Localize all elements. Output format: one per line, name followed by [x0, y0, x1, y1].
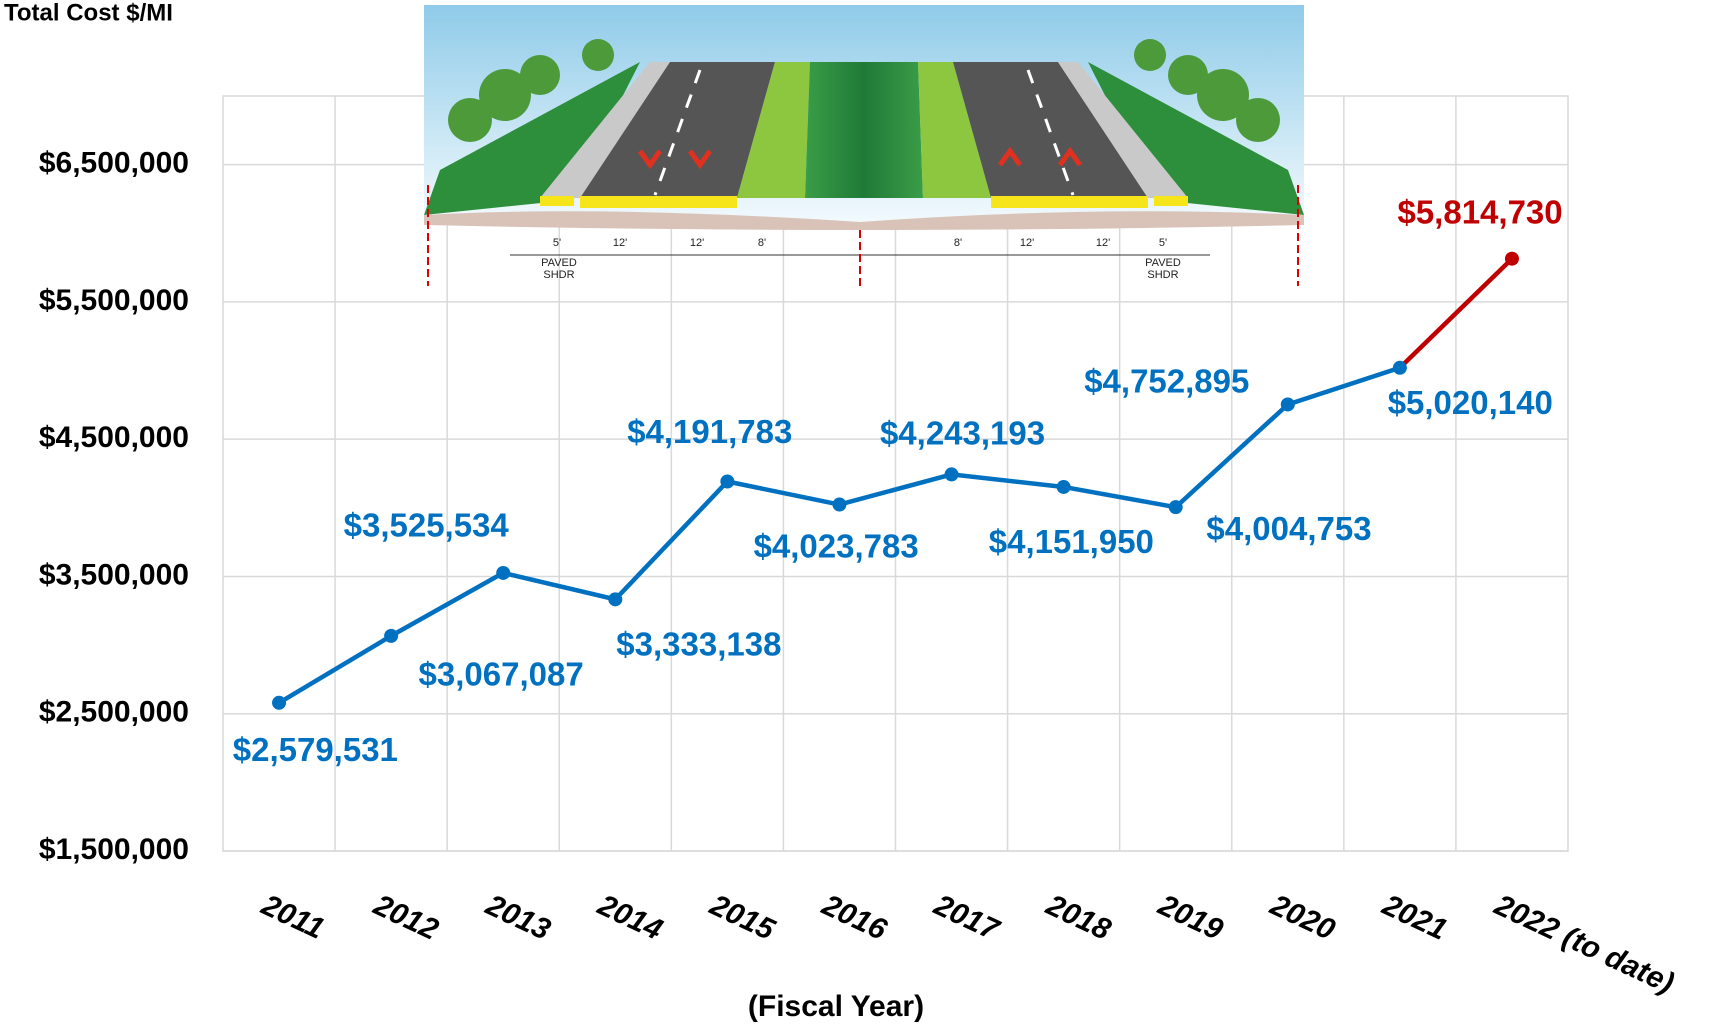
dimension-label: 5' [1159, 237, 1167, 249]
x-tick-label: 2014 [592, 888, 668, 947]
x-tick-label: 2022 (to date) [1489, 888, 1679, 1000]
dimension-label: 8' [954, 237, 962, 249]
x-tick-label: 2017 [928, 888, 1005, 947]
data-point [1280, 397, 1295, 412]
dimension-label: PAVED [541, 257, 577, 269]
y-tick-label: $2,500,000 [39, 696, 189, 729]
data-label: $4,151,950 [989, 523, 1154, 560]
data-label: $3,525,534 [344, 507, 510, 544]
data-label: $5,020,140 [1388, 384, 1553, 421]
pavement [991, 196, 1148, 208]
chart-title: Total Cost $/MI [4, 0, 173, 26]
x-tick-label: 2016 [816, 888, 892, 947]
data-point [1056, 479, 1071, 494]
x-tick-label: 2015 [704, 888, 781, 947]
dimension-label: 12' [1096, 237, 1110, 249]
x-tick-label: 2019 [1152, 888, 1228, 947]
x-tick-label: 2018 [1040, 888, 1116, 947]
paved-shoulder [1154, 196, 1188, 206]
data-point [944, 467, 959, 482]
lane-line [653, 69, 702, 196]
y-tick-label: $3,500,000 [39, 558, 189, 591]
median [805, 62, 923, 198]
right-strip [918, 62, 991, 198]
data-point [720, 474, 735, 489]
dimension-label: 12' [690, 237, 704, 249]
dimension-label: 12' [613, 237, 627, 249]
dimension-label: PAVED [1145, 257, 1181, 269]
y-tick-label: $6,500,000 [39, 147, 189, 180]
data-label: $4,023,783 [754, 527, 919, 564]
dimension-label: SHDR [1147, 269, 1178, 281]
data-point [608, 592, 623, 607]
road-illustration: 5' 12' 12' 8' 8' 12' 12' 5' PAVED SHDR P… [424, 5, 1304, 286]
lane-line [1026, 69, 1075, 196]
left-slope [424, 62, 640, 215]
y-tick-label: $4,500,000 [39, 421, 189, 454]
data-label: $3,333,138 [616, 625, 781, 662]
data-label: $5,814,730 [1397, 193, 1562, 230]
y-tick-label: $1,500,000 [39, 833, 189, 866]
plot-area: $1,500,000 $2,500,000 $3,500,000 $4,500,000… [39, 95, 1679, 1000]
data-label: $3,067,087 [419, 655, 584, 692]
dimension-label: 8' [758, 237, 766, 249]
data-point [384, 628, 399, 643]
dimension-label: 12' [1020, 237, 1034, 249]
dimension-label: SHDR [543, 269, 574, 281]
x-tick-label: 2012 [368, 888, 444, 947]
left-strip [737, 62, 810, 198]
ground [424, 211, 1304, 230]
data-label: $4,752,895 [1084, 362, 1249, 399]
right-slope [1088, 62, 1304, 215]
data-point [496, 565, 511, 580]
x-tick-label: 2020 [1265, 888, 1341, 947]
trees [448, 39, 1280, 142]
x-tick-label: 2013 [480, 888, 556, 947]
data-point [1504, 251, 1519, 266]
pavement [580, 196, 737, 208]
data-point [272, 695, 287, 710]
direction-arrows [637, 149, 713, 170]
data-label: $4,243,193 [880, 415, 1045, 452]
data-line-highlight [1398, 257, 1514, 370]
data-label: $2,579,531 [233, 731, 398, 768]
data-label: $4,004,753 [1206, 510, 1371, 547]
direction-arrows [997, 146, 1083, 167]
x-tick-label: 2021 [1377, 888, 1452, 947]
data-point [832, 497, 847, 512]
x-tick-label: 2011 [256, 888, 329, 946]
left-shoulder [540, 62, 670, 198]
data-point [1168, 500, 1183, 515]
data-label: $4,191,783 [627, 413, 792, 450]
y-tick-label: $5,500,000 [39, 284, 189, 317]
right-shoulder [1058, 62, 1188, 198]
x-axis-title: (Fiscal Year) [748, 990, 924, 1023]
dimension-label: 5' [553, 237, 561, 249]
data-point [1392, 360, 1407, 375]
paved-shoulder [540, 196, 574, 206]
